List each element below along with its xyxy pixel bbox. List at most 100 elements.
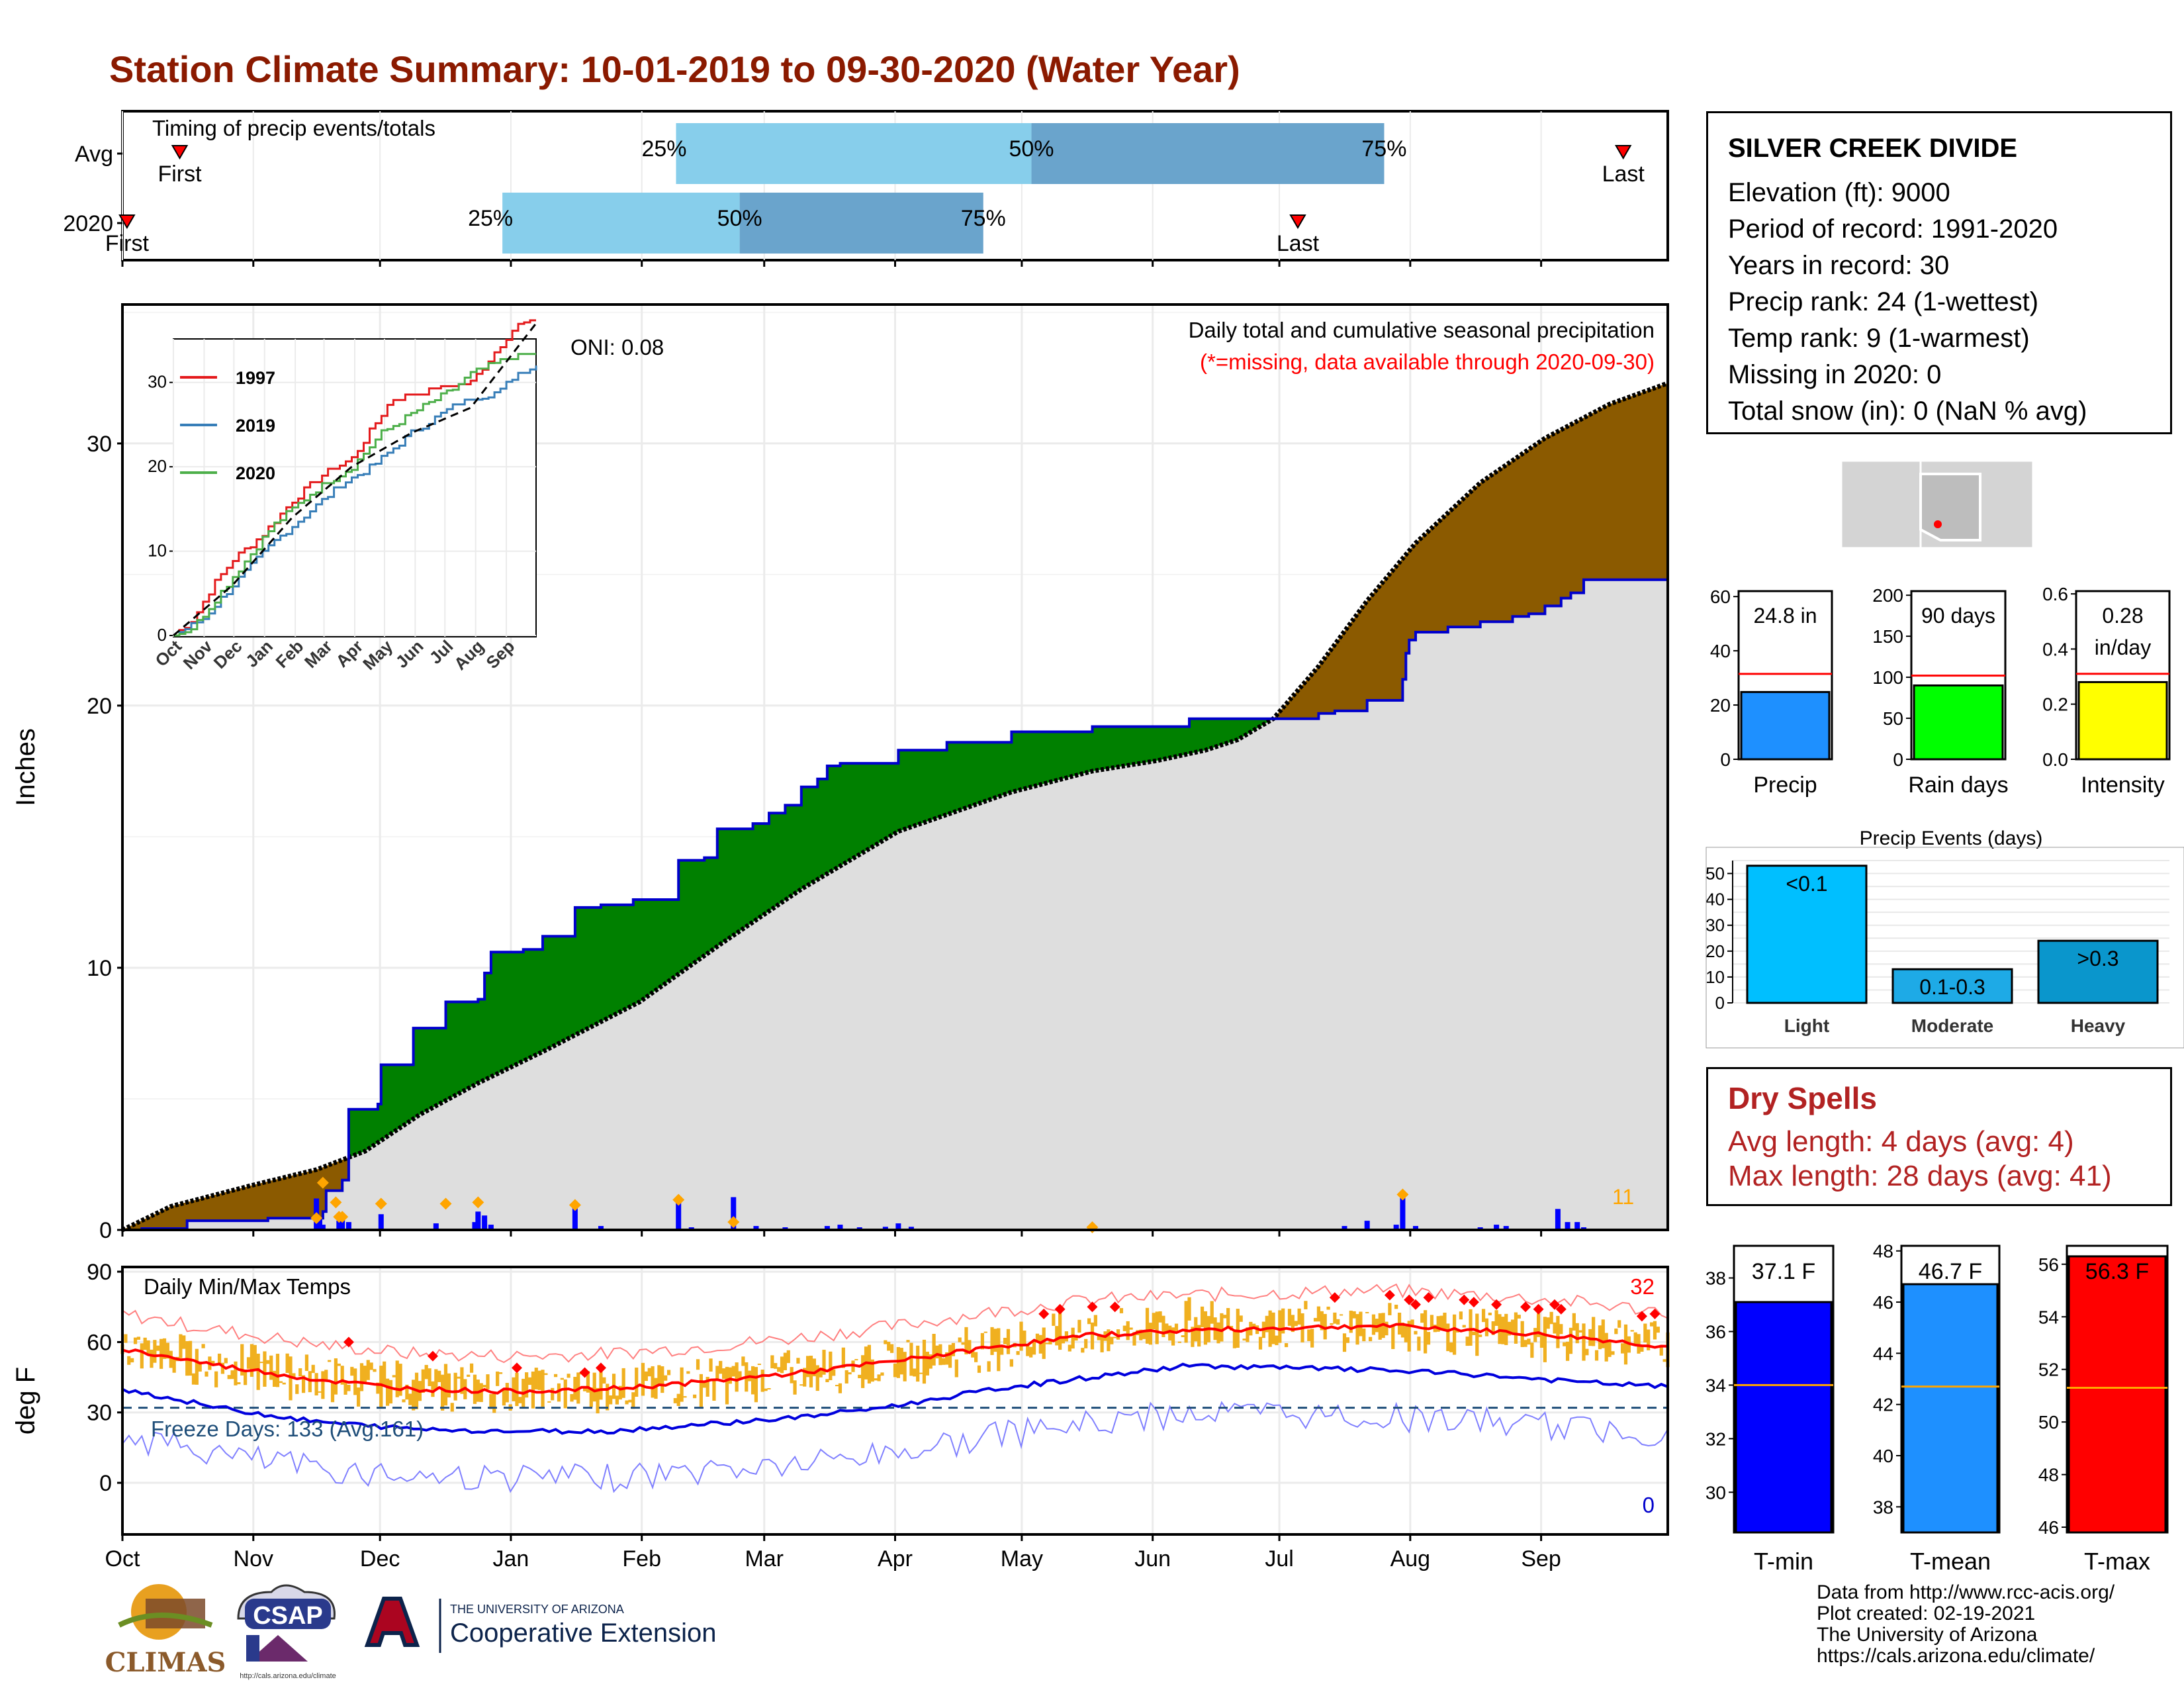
daily-temp-bar [1508, 1321, 1512, 1336]
small-bar-value [1913, 684, 2004, 761]
daily-temp-bar [906, 1340, 910, 1342]
daily-temp-bar [298, 1368, 302, 1377]
temp-bar-ytick-label: 56 [2038, 1254, 2059, 1275]
daily-temp-bar [1436, 1316, 1440, 1332]
daily-temp-bar [531, 1371, 535, 1409]
daily-temp-bar [220, 1362, 225, 1374]
avg-cumulative-line [121, 381, 1669, 1233]
daily-temp-bar [1575, 1323, 1579, 1344]
temp-bar-ytick-label: 54 [2038, 1307, 2059, 1327]
daily-temp-bar [997, 1328, 1001, 1372]
daily-temp-bar [1197, 1325, 1201, 1347]
daily-temp-bar [812, 1358, 816, 1377]
events-ytick-label: 20 [1706, 941, 1725, 961]
daily-temp-bar [1656, 1327, 1660, 1333]
daily-temp-bar [502, 1389, 506, 1406]
daily-temp-bar [172, 1358, 176, 1373]
daily-temp-bar [1326, 1306, 1330, 1310]
daily-temp-bar [259, 1362, 263, 1364]
daily-temp-bar [1061, 1336, 1066, 1344]
daily-temp-bar [1155, 1311, 1159, 1344]
timing-bar-q1 [502, 193, 740, 254]
daily-temp-bar [1171, 1327, 1175, 1346]
temp-bar-name: T-min [1754, 1548, 1813, 1575]
daily-temp-bar [441, 1374, 445, 1411]
month-tick-label: Jul [1265, 1546, 1293, 1571]
daily-precip-bar [1364, 1221, 1370, 1230]
daily-temp-bar [731, 1366, 735, 1377]
daily-precip-bar [753, 1226, 759, 1230]
daily-temp-bar [363, 1366, 367, 1383]
record-temp-diamond-icon [427, 1350, 438, 1362]
inset-legend-label: 1997 [236, 368, 275, 388]
daily-temp-bar [654, 1378, 658, 1399]
daily-temp-bar [301, 1375, 306, 1393]
events-title: Precip Events (days) [1860, 827, 2043, 849]
daily-temp-bar [551, 1387, 555, 1401]
record-temp-diamond-icon [1468, 1297, 1479, 1308]
daily-temp-bar [993, 1329, 997, 1352]
daily-temp-bar [1006, 1329, 1011, 1354]
daily-temp-bar [570, 1393, 574, 1402]
daily-temp-bar [1116, 1329, 1120, 1340]
first-marker-icon [118, 214, 136, 229]
month-tick-label: Sep [1521, 1546, 1561, 1571]
daily-temp-bar [162, 1338, 167, 1359]
record-temp-diamond-icon [1329, 1292, 1340, 1303]
events-ytick-label: 40 [1706, 890, 1725, 910]
daily-temp-bar [796, 1358, 800, 1364]
daily-temp-bar [666, 1370, 671, 1376]
timing-last-label: Last [1277, 231, 1320, 256]
daily-temp-bar [832, 1369, 836, 1376]
daily-precip-bar [1342, 1226, 1347, 1230]
small-bar-ytick-label: 0.6 [2042, 584, 2068, 604]
daily-temp-bar [366, 1360, 370, 1380]
max-day-diamond-icon [310, 1212, 323, 1225]
daily-temp-bar [770, 1355, 774, 1368]
daily-temp-bar [942, 1358, 946, 1365]
daily-temp-bar [1578, 1330, 1582, 1333]
daily-temp-bar [774, 1363, 778, 1369]
daily-temp-bar [1394, 1304, 1398, 1309]
daily-temp-bar [295, 1384, 299, 1394]
daily-temp-bar [1465, 1336, 1469, 1346]
daily-temp-bar [1003, 1338, 1007, 1344]
daily-temp-bar [205, 1371, 208, 1377]
daily-temp-bar [1530, 1342, 1534, 1358]
daily-temp-bar [263, 1351, 267, 1387]
daily-temp-bar [1287, 1309, 1292, 1326]
daily-temp-bar [887, 1342, 891, 1351]
daily-temp-bar [1252, 1323, 1256, 1329]
record-temp-diamond-icon [1555, 1303, 1567, 1315]
daily-temp-bar [1472, 1331, 1476, 1335]
daily-temp-bar [1330, 1323, 1334, 1325]
daily-temp-bar [496, 1371, 500, 1386]
temp-ylabel: deg F [11, 1367, 40, 1434]
timing-first-label: First [105, 231, 150, 256]
precip-ytick-label: 0 [99, 1218, 112, 1243]
daily-temp-bar [347, 1385, 351, 1391]
daily-temp-bar [1410, 1319, 1414, 1326]
daily-temp-bar [1640, 1346, 1644, 1352]
event-bar-label: 0.1-0.3 [1919, 975, 1985, 999]
daily-temp-bar [1365, 1312, 1369, 1314]
timing-pct-75: 75% [1361, 136, 1406, 162]
station-elevation: Elevation (ft): 9000 [1728, 178, 1950, 207]
daily-temp-bar [133, 1337, 138, 1344]
daily-precip-bar [882, 1227, 888, 1230]
daily-temp-bar [890, 1344, 894, 1353]
record-temp-diamond-icon [1109, 1301, 1120, 1313]
small-bar-ytick-label: 0.0 [2042, 749, 2068, 770]
events-ytick-label: 30 [1706, 915, 1725, 935]
dry-spells-panel: Dry Spells Avg length: 4 days (avg: 4) M… [1706, 1067, 2172, 1206]
daily-precip-bar [433, 1223, 439, 1230]
daily-temp-bar [884, 1340, 887, 1344]
daily-temp-bar [702, 1380, 706, 1388]
ua-line2: Cooperative Extension [450, 1618, 716, 1648]
daily-temp-bar [903, 1352, 907, 1382]
temp-ytick-label: 0 [99, 1471, 112, 1496]
daily-temp-bar [715, 1366, 719, 1380]
daily-temp-bar [1514, 1312, 1518, 1344]
daily-temp-bar [525, 1372, 529, 1398]
